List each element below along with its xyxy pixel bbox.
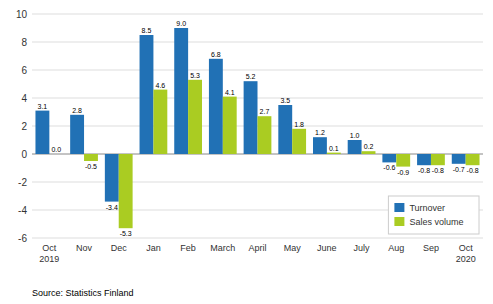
- y-tick-label: 2: [21, 121, 27, 132]
- bar: [140, 35, 154, 154]
- x-tick-label: May: [284, 243, 302, 253]
- data-label: -0.8: [467, 167, 479, 174]
- x-tick-label: Feb: [180, 243, 196, 253]
- data-label: 4.1: [225, 89, 235, 96]
- grid-line: [32, 238, 483, 239]
- source-note: Source: Statistics Finland: [32, 288, 134, 298]
- chart: -6 -4 -2 0 2 4 6 8 10 3.1 2.8 -3.4 8.5 9.0 6.8 5.2 3.5 1.…: [0, 0, 493, 304]
- data-label: 3.1: [38, 103, 48, 110]
- x-tick-label: July: [354, 243, 371, 253]
- grid: [32, 14, 483, 238]
- x-tick-label: Oct2019: [39, 243, 59, 264]
- data-label: 5.2: [246, 73, 256, 80]
- bar: [35, 111, 49, 154]
- data-label: 0.0: [51, 146, 61, 153]
- bar: [174, 28, 188, 154]
- data-label: 6.8: [211, 51, 221, 58]
- x-tick-label: April: [248, 243, 266, 253]
- bar: [188, 80, 202, 154]
- data-label: 0.2: [364, 143, 374, 150]
- data-label: 5.3: [190, 72, 200, 79]
- data-label: 3.5: [280, 97, 290, 104]
- bar: [70, 115, 84, 154]
- legend-box: [388, 196, 479, 234]
- data-label: 1.8: [294, 121, 304, 128]
- legend-swatch: [394, 217, 404, 226]
- y-tick-label: 4: [21, 93, 27, 104]
- x-tick-label: Nov: [76, 243, 93, 253]
- y-tick-label: 0: [21, 149, 27, 160]
- x-tick-label: March: [210, 243, 235, 253]
- bar: [153, 90, 167, 154]
- data-label: 2.8: [72, 107, 82, 114]
- bar: [84, 154, 98, 161]
- data-label: -0.8: [432, 167, 444, 174]
- bar: [396, 154, 410, 167]
- bar: [209, 59, 223, 154]
- bar: [313, 137, 327, 154]
- legend: Turnover Sales volume: [388, 196, 479, 234]
- bar: [258, 116, 272, 154]
- grid-line: [32, 182, 483, 183]
- bar: [119, 154, 133, 228]
- data-label: 9.0: [176, 20, 186, 27]
- y-tick-label: 8: [21, 37, 27, 48]
- bar: [327, 153, 341, 154]
- data-label: 4.6: [155, 82, 165, 89]
- x-tick-label: Jan: [146, 243, 161, 253]
- bar: [417, 154, 431, 165]
- data-label: -0.8: [418, 167, 430, 174]
- data-label: -0.6: [383, 164, 395, 171]
- bar: [223, 97, 237, 154]
- data-label: 2.7: [260, 108, 270, 115]
- grid-line: [32, 42, 483, 43]
- data-label: -0.5: [85, 163, 97, 170]
- bar: [292, 129, 306, 154]
- x-tick-label: Oct2020: [456, 243, 476, 264]
- y-tick-label: -4: [18, 205, 27, 216]
- bar: [431, 154, 445, 165]
- data-label: 0.1: [329, 145, 339, 152]
- data-labels: 3.12.8-3.48.59.06.85.23.51.21.0-0.6-0.8-…: [38, 20, 479, 237]
- bar: [466, 154, 480, 165]
- y-tick-label: -2: [18, 177, 27, 188]
- data-label: 8.5: [142, 27, 152, 34]
- data-label: -3.4: [106, 204, 118, 211]
- y-tick-label: 10: [16, 9, 28, 20]
- data-label: 1.0: [350, 132, 360, 139]
- x-tick-label: Dec: [111, 243, 128, 253]
- bar: [278, 105, 292, 154]
- y-tick-label: 6: [21, 65, 27, 76]
- bar: [49, 154, 63, 155]
- data-label: -5.3: [120, 230, 132, 237]
- bar: [452, 154, 466, 164]
- grid-line: [32, 70, 483, 71]
- y-tick-label: -6: [18, 233, 27, 244]
- data-label: 1.2: [315, 129, 325, 136]
- bar: [362, 151, 376, 154]
- legend-label: Turnover: [409, 203, 445, 213]
- x-tick-label: June: [317, 243, 337, 253]
- x-tick-label: Aug: [388, 243, 404, 253]
- bar: [105, 154, 119, 202]
- legend-swatch: [394, 203, 404, 212]
- data-label: -0.9: [397, 169, 409, 176]
- data-label: -0.7: [453, 166, 465, 173]
- grid-line: [32, 14, 483, 15]
- bar: [348, 140, 362, 154]
- bar: [382, 154, 396, 162]
- bar: [244, 81, 258, 154]
- x-tick-label: Sep: [423, 243, 439, 253]
- legend-label: Sales volume: [409, 217, 463, 227]
